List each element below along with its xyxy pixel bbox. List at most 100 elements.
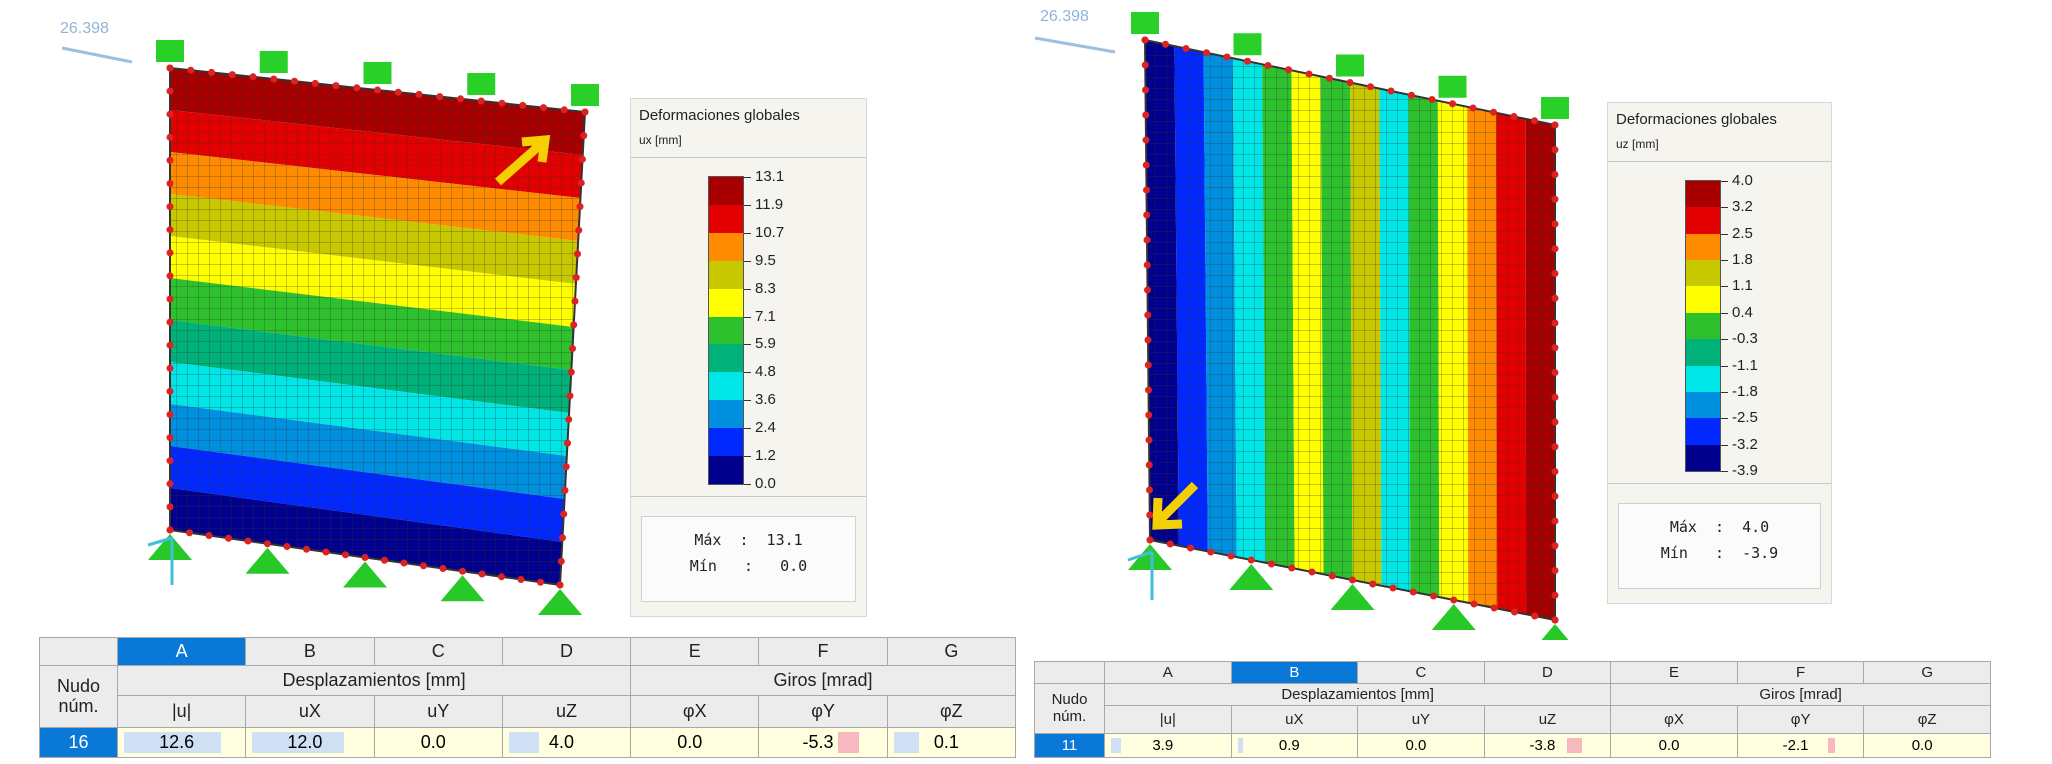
node (1203, 49, 1210, 56)
value-cell[interactable]: 0.1 (887, 728, 1015, 758)
node (167, 272, 174, 279)
tick (1721, 313, 1728, 314)
support (1439, 76, 1467, 98)
node (459, 568, 466, 575)
column-letter[interactable]: A (118, 638, 246, 666)
legend-title: Deformaciones globales (1616, 111, 1777, 128)
value-cell[interactable]: 0.0 (374, 728, 502, 758)
value-text: 3.9 (1152, 737, 1183, 754)
column-letter[interactable]: G (1864, 662, 1991, 684)
tick-label: 7.1 (755, 308, 776, 325)
tick-label: 9.5 (755, 252, 776, 269)
separator (1608, 483, 1831, 484)
node (579, 156, 586, 163)
column-letter[interactable]: D (1484, 662, 1611, 684)
node (1552, 542, 1559, 549)
node (1326, 75, 1333, 82)
support (467, 73, 495, 95)
tick (744, 456, 751, 457)
tick (1721, 392, 1728, 393)
node (1552, 146, 1559, 153)
node (1228, 553, 1235, 560)
support (1336, 55, 1364, 77)
node (1410, 589, 1417, 596)
scale-label: 26.398 (60, 20, 109, 38)
value-cell[interactable]: 3.9 (1105, 734, 1232, 758)
value-cell[interactable]: 0.0 (1864, 734, 1991, 758)
tick (1721, 234, 1728, 235)
tick-label: 10.7 (755, 224, 784, 241)
support (343, 562, 387, 588)
node-header-line: núm. (1035, 709, 1104, 726)
results-table: ABCDEFGNudonúm.Desplazamientos [mm]Giros… (1034, 661, 1991, 758)
column-letter[interactable]: E (631, 638, 759, 666)
node (1142, 62, 1149, 69)
tick-label: 11.9 (755, 196, 783, 213)
column-letter[interactable]: C (1358, 662, 1485, 684)
node-id[interactable]: 11 (1035, 734, 1105, 758)
tick (744, 233, 751, 234)
support (364, 62, 392, 84)
node (1147, 537, 1154, 544)
support (156, 40, 184, 62)
value-cell[interactable]: -2.1 (1737, 734, 1864, 758)
node (1511, 609, 1518, 616)
node (1244, 58, 1251, 65)
value-cell[interactable]: -3.8 (1484, 734, 1611, 758)
node-header-line: Nudo (1035, 692, 1104, 709)
node (558, 558, 565, 565)
tick-label: 4.0 (1732, 172, 1753, 189)
subheader: uX (246, 696, 374, 728)
subheader: uY (1358, 706, 1485, 734)
node (1490, 109, 1497, 116)
node (567, 392, 574, 399)
tick-label: 0.4 (1732, 304, 1753, 321)
value-cell[interactable]: 0.0 (631, 728, 759, 758)
node (312, 80, 319, 87)
value-bar (894, 732, 919, 753)
node (1552, 567, 1559, 574)
column-letter[interactable]: A (1105, 662, 1232, 684)
support (571, 84, 599, 106)
column-letter[interactable]: D (502, 638, 630, 666)
node (1207, 549, 1214, 556)
support (538, 589, 582, 615)
value-cell[interactable]: 0.0 (1611, 734, 1738, 758)
max-value: Máx : 13.1 (642, 531, 855, 549)
column-letter[interactable]: G (887, 638, 1015, 666)
fe-model-left (148, 40, 599, 615)
value-cell[interactable]: 0.0 (1358, 734, 1485, 758)
group-header: Giros [mrad] (631, 666, 1016, 696)
tick (744, 484, 751, 485)
node (167, 365, 174, 372)
node (1449, 100, 1456, 107)
subheader: |u| (118, 696, 246, 728)
tick (1721, 339, 1728, 340)
value-cell[interactable]: -5.3 (759, 728, 887, 758)
value-cell[interactable]: 4.0 (502, 728, 630, 758)
load-arrow (62, 48, 132, 62)
column-letter[interactable]: F (1737, 662, 1864, 684)
column-letter[interactable]: B (246, 638, 374, 666)
node (518, 576, 525, 583)
value-cell[interactable]: 12.6 (118, 728, 246, 758)
column-letter[interactable]: F (759, 638, 887, 666)
column-letter[interactable]: C (374, 638, 502, 666)
node (569, 345, 576, 352)
header-row: ABCDEFG (1035, 662, 1991, 684)
column-letter[interactable]: B (1231, 662, 1358, 684)
node (229, 71, 236, 78)
subheader: φX (631, 696, 759, 728)
node-id[interactable]: 16 (40, 728, 118, 758)
value-cell[interactable]: 0.9 (1231, 734, 1358, 758)
node (564, 440, 571, 447)
screen: {"panels": [ {"scale_label": "26.398", "… (0, 0, 2052, 764)
node (1552, 171, 1559, 178)
node (1552, 369, 1559, 376)
column-letter[interactable]: E (1611, 662, 1738, 684)
value-cell[interactable]: 12.0 (246, 728, 374, 758)
support (1131, 12, 1159, 34)
support (1533, 624, 1577, 640)
value-text: 0.1 (934, 732, 969, 752)
